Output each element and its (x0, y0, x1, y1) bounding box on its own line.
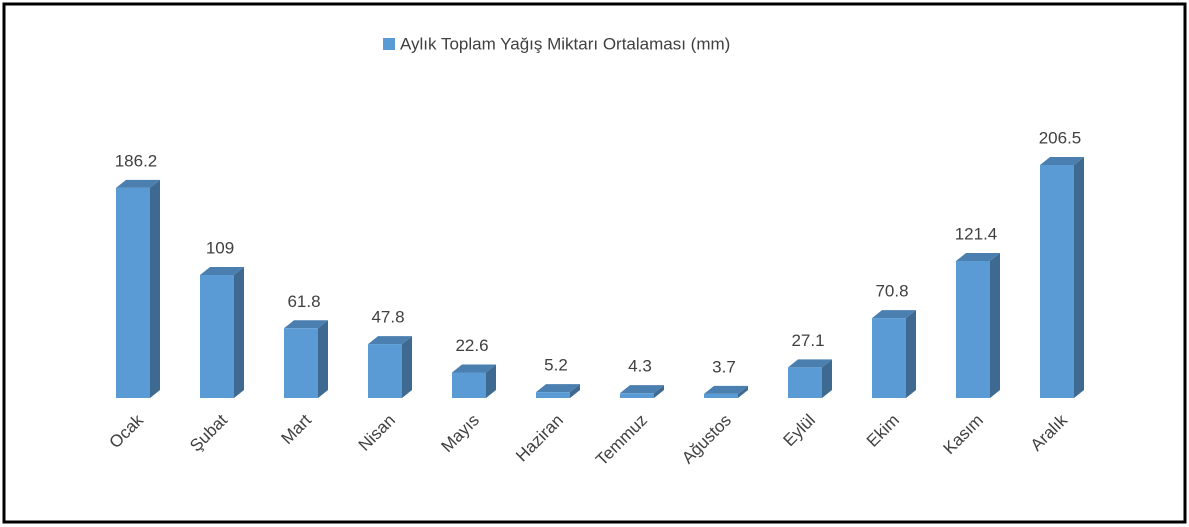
data-label: 109 (206, 238, 234, 257)
legend-swatch (383, 38, 395, 50)
bar (284, 320, 328, 398)
bar-top (1040, 157, 1084, 165)
bar-front (956, 261, 990, 398)
data-label: 121.4 (955, 225, 998, 244)
bar (956, 253, 1000, 398)
bar (368, 336, 412, 398)
bar (452, 364, 496, 398)
data-label: 61.8 (287, 292, 320, 311)
bar-front (200, 275, 234, 398)
bar-top (620, 385, 664, 394)
bar (788, 359, 832, 398)
bar-front (284, 328, 318, 398)
data-label: 4.3 (628, 357, 652, 376)
bar-front (872, 318, 906, 398)
bar-top (368, 336, 412, 345)
bar-top (704, 385, 748, 394)
bar-side (234, 267, 244, 398)
bar-front (452, 372, 486, 398)
bar-front (620, 393, 654, 398)
data-label: 3.7 (712, 357, 736, 376)
data-label: 47.8 (371, 308, 404, 327)
data-label: 27.1 (791, 331, 824, 350)
bar-front (704, 393, 738, 398)
bar-side (150, 179, 160, 398)
data-label: 206.5 (1039, 128, 1082, 147)
bar-top (116, 179, 160, 188)
bar-front (536, 392, 570, 398)
bar (872, 310, 916, 398)
bar-side (486, 364, 496, 398)
bar-side (1074, 157, 1084, 398)
data-label: 186.2 (115, 151, 158, 170)
bar-top (872, 310, 916, 319)
bar-top (788, 359, 832, 368)
bar-front (368, 344, 402, 398)
bar-side (318, 320, 328, 398)
bar (116, 179, 160, 398)
bar-front (1040, 165, 1074, 398)
bar-front (788, 367, 822, 398)
bar-side (402, 336, 412, 398)
bar (536, 384, 580, 398)
bar-top (956, 253, 1000, 262)
bar-side (822, 359, 832, 398)
bar-top (452, 364, 496, 373)
bar-side (570, 384, 580, 398)
bar (1040, 157, 1084, 398)
bar-top (284, 320, 328, 329)
bar-side (654, 385, 664, 398)
legend-label: Aylık Toplam Yağış Miktarı Ortalaması (m… (400, 34, 730, 53)
bar-side (990, 253, 1000, 398)
bar (620, 385, 664, 398)
bar (200, 267, 244, 398)
data-label: 70.8 (875, 282, 908, 301)
bar-side (906, 310, 916, 398)
data-label: 5.2 (544, 356, 568, 375)
bar (704, 385, 748, 398)
bar-front (116, 187, 150, 398)
bar-top (536, 384, 580, 393)
data-label: 22.6 (455, 336, 488, 355)
bar-top (200, 267, 244, 276)
bar-side (738, 385, 748, 398)
